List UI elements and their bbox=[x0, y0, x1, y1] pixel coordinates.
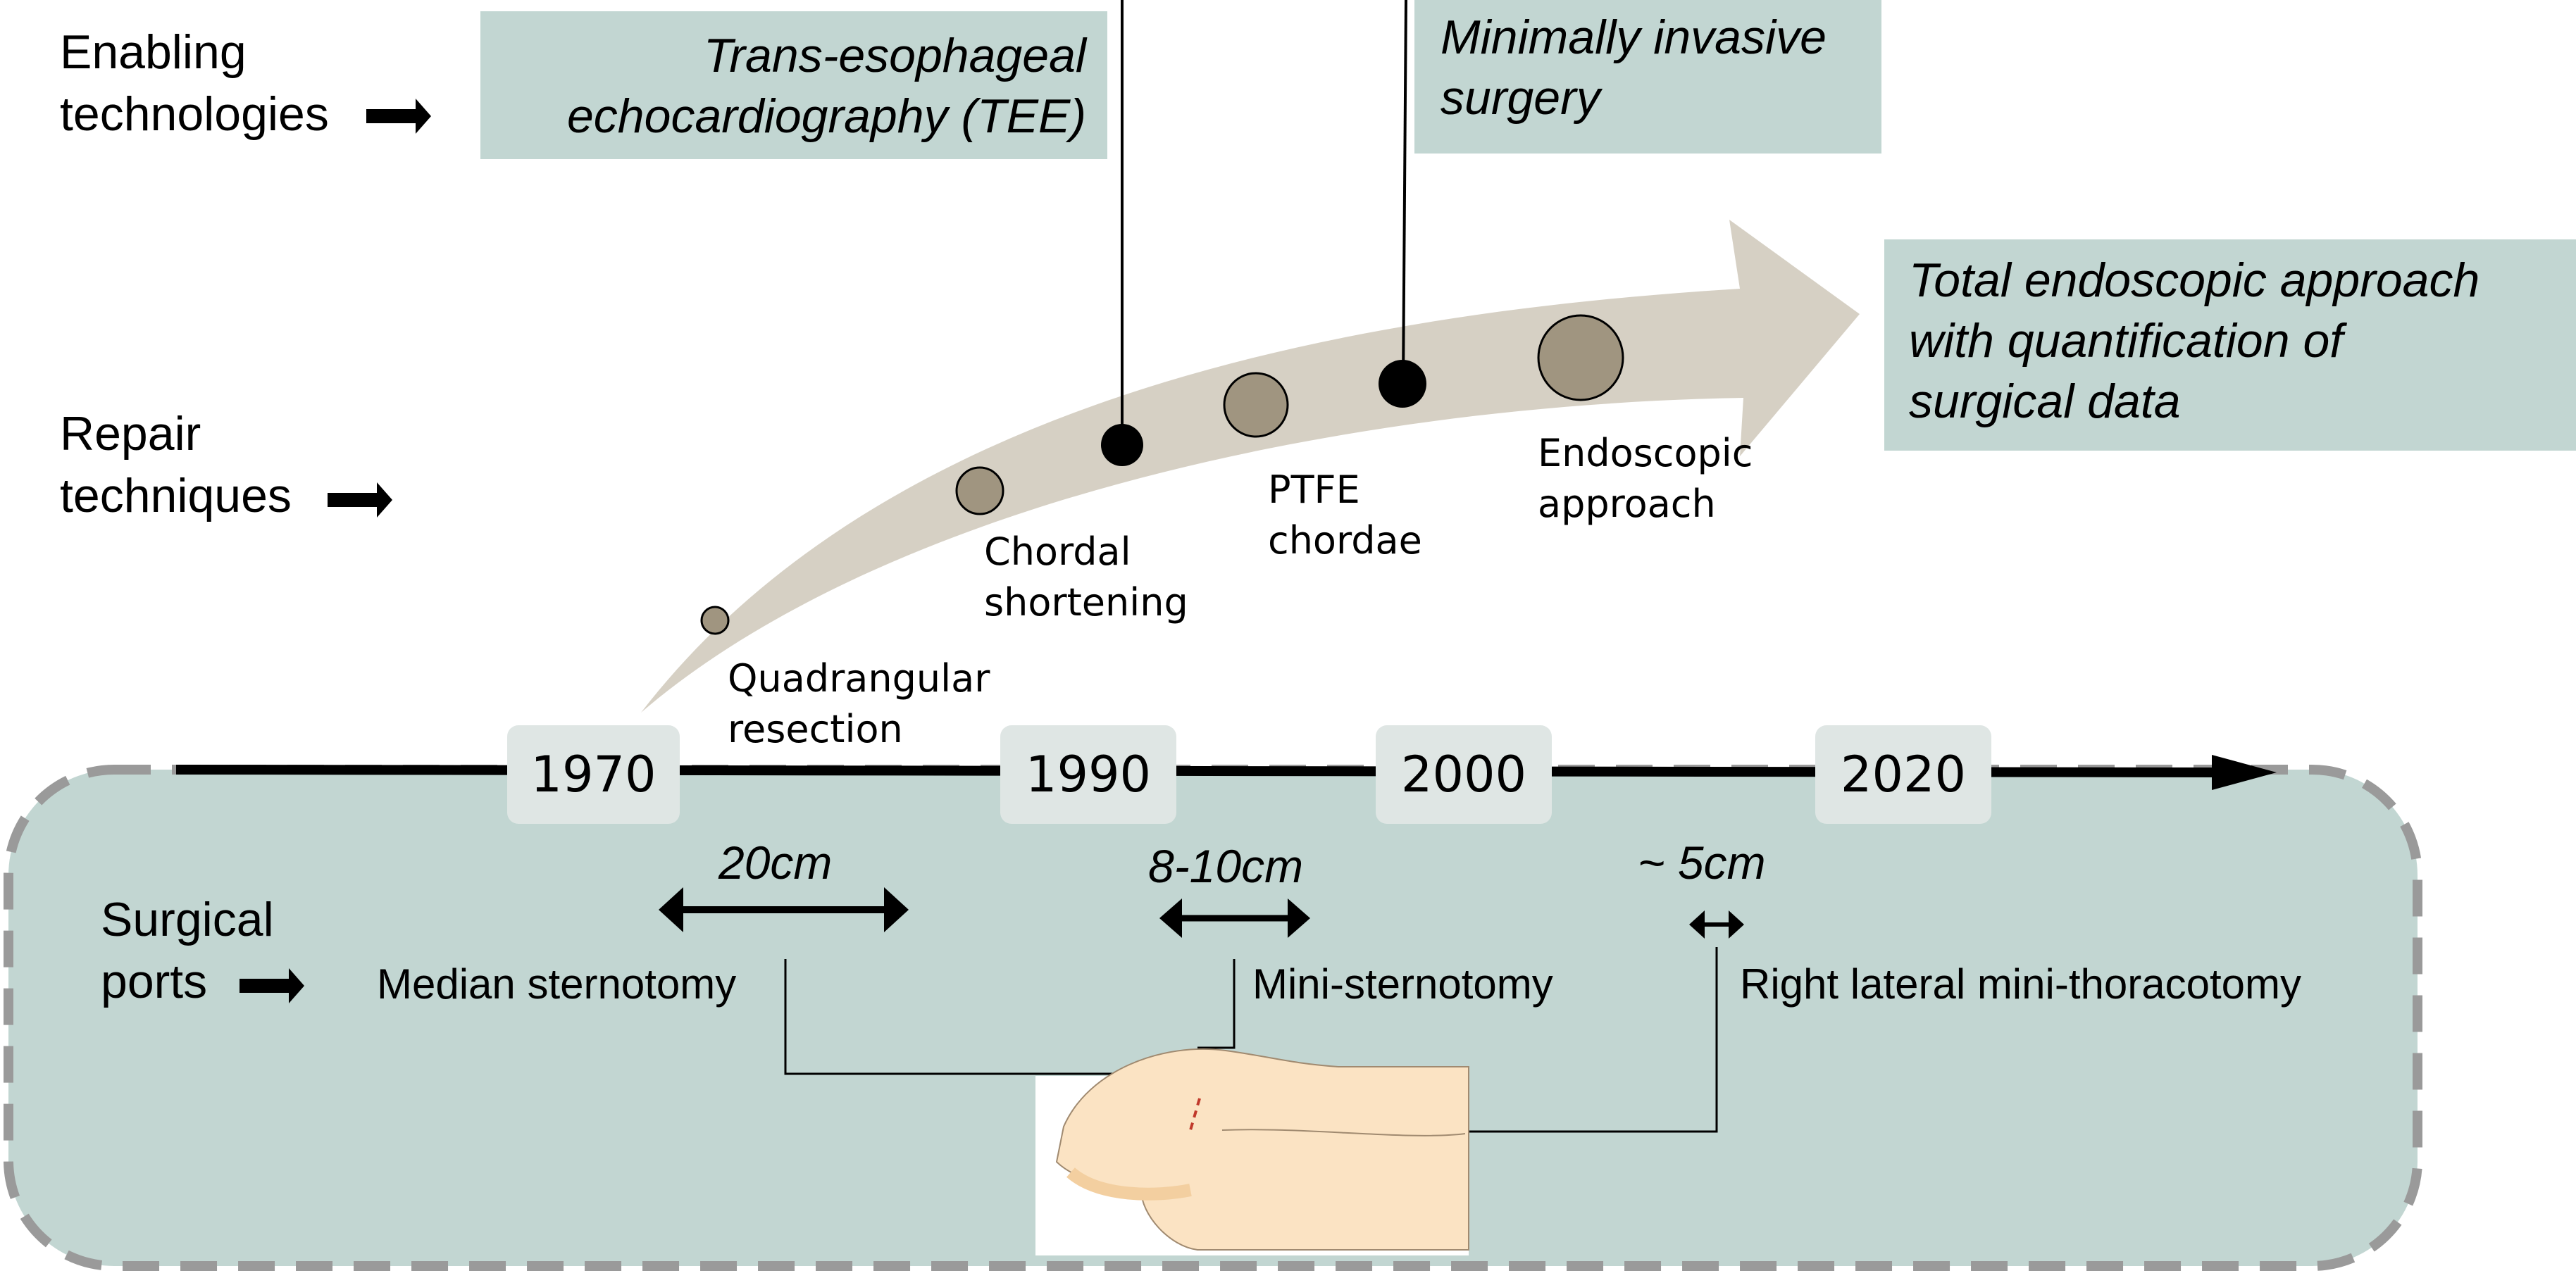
marker-mis bbox=[1379, 360, 1426, 408]
future-box: Total endoscopic approach with quantific… bbox=[1884, 239, 2576, 451]
technique-label-line2: approach bbox=[1538, 482, 1716, 526]
future-line1: Total endoscopic approach bbox=[1909, 253, 2480, 307]
future-line3: surgical data bbox=[1909, 375, 2181, 428]
enabling-label-line1: Enabling bbox=[60, 25, 247, 79]
repair-label-line1: Repair bbox=[60, 407, 201, 461]
port-median-sternotomy: Median sternotomy bbox=[377, 960, 737, 1008]
mis-line2: surgery bbox=[1441, 71, 1600, 125]
port-size-8-10cm: 8-10cm bbox=[1148, 840, 1304, 892]
technique-chordal-shortening: Chordal shortening bbox=[984, 527, 1188, 628]
enabling-technologies-label: Enabling technologies bbox=[60, 21, 329, 145]
technique-label-line2: chordae bbox=[1268, 518, 1422, 563]
technique-label-line2: resection bbox=[728, 707, 903, 751]
timeline-arrowhead bbox=[2212, 755, 2277, 790]
technique-label-line1: PTFE bbox=[1268, 468, 1360, 512]
technique-quadrangular-resection: Quadrangular resection bbox=[728, 653, 990, 755]
future-line2: with quantification of bbox=[1909, 314, 2344, 368]
median-sternotomy-leader bbox=[784, 959, 1213, 1075]
year-2020: 2020 bbox=[1815, 725, 1991, 824]
mis-box: Minimally invasive surgery bbox=[1414, 0, 1881, 154]
enabling-row-arrow-icon bbox=[366, 99, 431, 134]
marker-chordal-shortening bbox=[955, 466, 1004, 515]
port-size-20cm: 20cm bbox=[718, 837, 833, 889]
marker-ptfe-chordae bbox=[1223, 372, 1289, 438]
ports-label-line1: Surgical bbox=[101, 893, 274, 946]
marker-endoscopic-approach bbox=[1537, 314, 1624, 401]
year-2000: 2000 bbox=[1376, 725, 1552, 824]
repair-row-arrow-icon bbox=[328, 482, 392, 518]
technique-ptfe-chordae: PTFE chordae bbox=[1268, 465, 1422, 566]
technique-label-line2: shortening bbox=[984, 580, 1188, 625]
ports-label-line2: ports bbox=[101, 955, 208, 1008]
tee-box: Trans-esophageal echocardiography (TEE) bbox=[480, 11, 1107, 159]
mini-sternotomy-leader bbox=[1197, 959, 1236, 1049]
ports-row-arrow-icon bbox=[239, 968, 304, 1003]
tee-line1: Trans-esophageal bbox=[703, 29, 1086, 82]
marker-tee bbox=[1101, 424, 1143, 466]
tee-line2: echocardiography (TEE) bbox=[566, 89, 1086, 143]
mis-line1: Minimally invasive bbox=[1441, 11, 1827, 64]
year-1970: 1970 bbox=[507, 725, 680, 824]
size-arrow-8-10cm bbox=[1159, 898, 1310, 938]
marker-quadrangular-resection bbox=[700, 606, 730, 635]
patient-body-illustration bbox=[1035, 1048, 1469, 1255]
repair-techniques-label: Repair techniques bbox=[60, 403, 292, 527]
surgical-ports-label: Surgical ports bbox=[101, 889, 274, 1013]
mis-connector bbox=[1402, 0, 1407, 384]
port-mini-sternotomy: Mini-sternotomy bbox=[1252, 960, 1553, 1008]
size-arrow-20cm bbox=[659, 887, 909, 932]
enabling-label-line2: technologies bbox=[60, 87, 329, 141]
technique-endoscopic-approach: Endoscopic approach bbox=[1538, 428, 1753, 530]
year-1990: 1990 bbox=[1000, 725, 1176, 824]
repair-label-line2: techniques bbox=[60, 469, 292, 522]
port-right-lateral-mini-thoracotomy: Right lateral mini-thoracotomy bbox=[1740, 960, 2301, 1008]
technique-label-line1: Endoscopic bbox=[1538, 431, 1753, 475]
size-arrow-5cm bbox=[1689, 910, 1744, 939]
technique-label-line1: Quadrangular bbox=[728, 656, 990, 701]
port-size-5cm: ~ 5cm bbox=[1638, 837, 1766, 889]
technique-label-line1: Chordal bbox=[984, 530, 1131, 574]
